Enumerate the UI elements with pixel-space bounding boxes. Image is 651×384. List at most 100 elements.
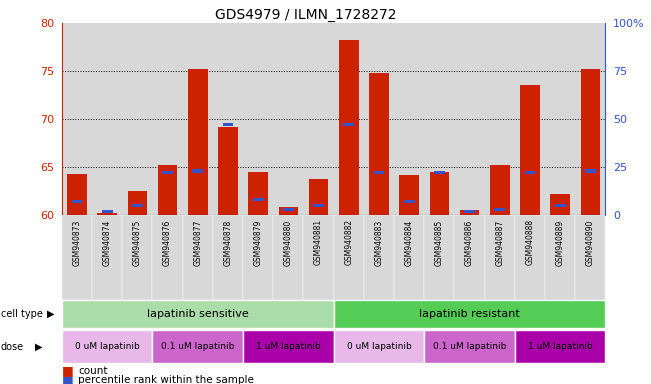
Bar (525, 171, 535, 174)
Bar (213, 215, 243, 300)
Bar (309, 179, 328, 215)
Bar (424, 330, 515, 363)
Text: GSM940884: GSM940884 (405, 219, 413, 265)
Bar (162, 171, 173, 174)
Bar (72, 200, 82, 203)
Text: GSM940880: GSM940880 (284, 219, 293, 265)
Text: GSM940879: GSM940879 (254, 219, 262, 266)
Bar (394, 23, 424, 215)
Bar (313, 204, 324, 207)
Bar (364, 23, 394, 215)
Bar (218, 127, 238, 215)
Bar (213, 23, 243, 215)
Text: GSM940877: GSM940877 (193, 219, 202, 266)
Bar (152, 330, 243, 363)
Text: GSM940888: GSM940888 (525, 219, 534, 265)
Bar (279, 207, 298, 215)
Text: 0.1 uM lapatinib: 0.1 uM lapatinib (161, 342, 234, 351)
Text: percentile rank within the sample: percentile rank within the sample (78, 375, 254, 384)
Bar (339, 40, 359, 215)
Text: GSM940890: GSM940890 (586, 219, 595, 266)
Bar (484, 215, 515, 300)
Bar (243, 330, 333, 363)
Bar (515, 23, 545, 215)
Bar (545, 215, 575, 300)
Bar (484, 23, 515, 215)
Bar (67, 174, 87, 215)
Bar (343, 123, 354, 126)
Bar (122, 215, 152, 300)
Bar (575, 23, 605, 215)
Text: GSM940889: GSM940889 (556, 219, 564, 265)
Bar (62, 330, 152, 363)
Bar (62, 300, 334, 328)
Bar (399, 175, 419, 215)
Bar (424, 23, 454, 215)
Text: GSM940883: GSM940883 (374, 219, 383, 265)
Bar (334, 330, 424, 363)
Bar (98, 213, 117, 215)
Text: 0 uM lapatinib: 0 uM lapatinib (346, 342, 411, 351)
Bar (253, 198, 264, 201)
Bar (585, 169, 596, 172)
Bar (188, 69, 208, 215)
Text: GSM940881: GSM940881 (314, 219, 323, 265)
Bar (545, 23, 575, 215)
Bar (243, 215, 273, 300)
Bar (122, 23, 152, 215)
Text: ▶: ▶ (47, 309, 55, 319)
Text: ■: ■ (62, 374, 74, 384)
Text: 1 uM lapatinib: 1 uM lapatinib (528, 342, 592, 351)
Bar (62, 23, 92, 215)
Bar (464, 210, 475, 213)
Text: lapatinib resistant: lapatinib resistant (419, 309, 520, 319)
Text: dose: dose (1, 341, 24, 352)
Bar (243, 23, 273, 215)
Text: lapatinib sensitive: lapatinib sensitive (147, 309, 249, 319)
Bar (223, 123, 233, 126)
Bar (92, 215, 122, 300)
Bar (520, 85, 540, 215)
Bar (303, 215, 333, 300)
Bar (581, 69, 600, 215)
Bar (424, 215, 454, 300)
Bar (183, 215, 213, 300)
Bar (158, 165, 177, 215)
Text: 0.1 uM lapatinib: 0.1 uM lapatinib (433, 342, 506, 351)
Bar (490, 165, 510, 215)
Bar (454, 215, 484, 300)
Bar (152, 215, 183, 300)
Bar (283, 208, 294, 211)
Bar (334, 215, 364, 300)
Text: GSM940885: GSM940885 (435, 219, 444, 265)
Bar (273, 215, 303, 300)
Bar (550, 194, 570, 215)
Text: ▶: ▶ (35, 341, 42, 352)
Bar (192, 169, 203, 172)
Text: ■: ■ (62, 364, 74, 377)
Bar (454, 23, 484, 215)
Bar (374, 171, 384, 174)
Bar (128, 191, 147, 215)
Text: GSM940874: GSM940874 (103, 219, 111, 266)
Text: GDS4979 / ILMN_1728272: GDS4979 / ILMN_1728272 (215, 8, 396, 22)
Bar (434, 171, 445, 174)
Bar (460, 210, 479, 215)
Bar (273, 23, 303, 215)
Bar (369, 73, 389, 215)
Text: GSM940873: GSM940873 (72, 219, 81, 266)
Text: count: count (78, 366, 107, 376)
Text: GSM940886: GSM940886 (465, 219, 474, 265)
Bar (102, 210, 113, 213)
Bar (555, 204, 566, 207)
Text: GSM940878: GSM940878 (223, 219, 232, 265)
Bar (515, 330, 605, 363)
Bar (132, 204, 143, 207)
Bar (248, 172, 268, 215)
Bar (575, 215, 605, 300)
Bar (515, 215, 545, 300)
Bar (152, 23, 183, 215)
Bar (430, 172, 449, 215)
Text: GSM940876: GSM940876 (163, 219, 172, 266)
Text: GSM940887: GSM940887 (495, 219, 505, 265)
